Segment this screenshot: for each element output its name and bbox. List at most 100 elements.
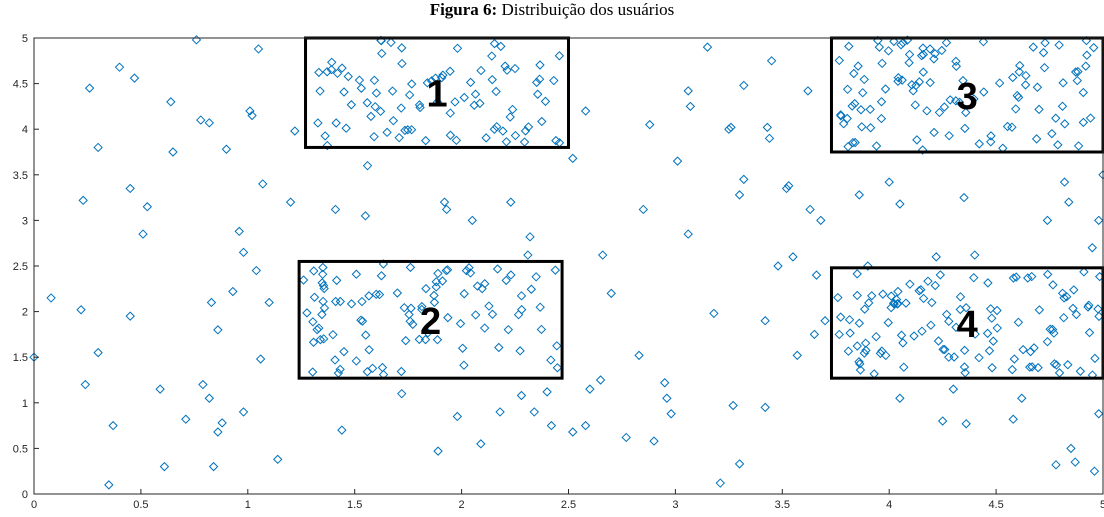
- data-point: [465, 268, 476, 278]
- data-point: [501, 275, 511, 286]
- data-point: [495, 407, 505, 417]
- data-point: [889, 36, 899, 47]
- data-point: [531, 272, 541, 282]
- data-point: [238, 407, 249, 417]
- figure-caption: Figura 6: Distribuição dos usuários: [0, 0, 1104, 20]
- data-point: [320, 131, 330, 141]
- data-point: [904, 58, 914, 68]
- data-point: [843, 141, 853, 152]
- data-point: [213, 427, 223, 437]
- x-axis: 0 0.5 1 1.5 2 2.5 3 3.5 4 4.5 5: [31, 489, 1104, 511]
- data-point: [1038, 47, 1049, 58]
- data-point: [843, 346, 854, 356]
- data-point: [715, 478, 726, 488]
- data-point: [987, 363, 997, 373]
- data-point: [766, 56, 777, 66]
- data-point: [1069, 285, 1079, 295]
- y-tick-label: 5: [22, 33, 28, 45]
- data-point: [492, 264, 503, 274]
- data-point: [762, 122, 773, 133]
- zone-rectangles: 1 2 3 4: [297, 36, 1104, 380]
- data-point: [1040, 38, 1050, 48]
- data-point: [346, 299, 357, 309]
- data-point: [480, 279, 490, 289]
- data-point: [404, 309, 414, 320]
- data-point: [472, 281, 483, 291]
- data-point: [516, 291, 527, 301]
- data-point: [464, 263, 474, 273]
- x-tick-label: 4.5: [988, 499, 1003, 511]
- data-point: [234, 226, 244, 237]
- y-tick-label: 3: [22, 215, 28, 227]
- data-point: [1054, 368, 1065, 378]
- data-point: [335, 364, 345, 375]
- data-point: [984, 346, 995, 356]
- data-point: [836, 111, 846, 121]
- data-point: [844, 314, 855, 325]
- data-point: [1002, 121, 1013, 132]
- data-point: [492, 121, 502, 132]
- data-point: [312, 324, 322, 335]
- data-point: [974, 139, 984, 149]
- data-point: [1011, 104, 1021, 114]
- data-point: [865, 123, 876, 133]
- data-point: [417, 301, 427, 312]
- data-point: [476, 439, 486, 449]
- data-point: [371, 289, 381, 300]
- data-point: [436, 73, 447, 83]
- data-point: [844, 41, 854, 52]
- data-point: [1070, 457, 1080, 467]
- data-point: [439, 197, 450, 207]
- data-point: [452, 43, 463, 54]
- data-point: [1084, 300, 1094, 310]
- data-point: [805, 204, 815, 215]
- data-point: [848, 137, 858, 148]
- data-point: [1054, 40, 1064, 50]
- x-tick-label: 0.5: [133, 499, 148, 511]
- data-point: [1073, 66, 1083, 77]
- data-point: [328, 329, 338, 340]
- data-point: [362, 98, 372, 108]
- data-point: [892, 299, 902, 309]
- data-point: [1094, 409, 1104, 419]
- data-point: [251, 265, 262, 276]
- data-point: [1060, 119, 1070, 129]
- data-point: [634, 350, 644, 361]
- data-point: [206, 297, 217, 308]
- data-point: [849, 98, 860, 109]
- data-point: [356, 315, 366, 325]
- data-point: [515, 346, 525, 356]
- data-point: [1075, 366, 1086, 376]
- data-point: [501, 137, 512, 147]
- data-point: [431, 282, 441, 292]
- data-point: [401, 335, 411, 346]
- data-point: [552, 341, 562, 351]
- data-point: [445, 108, 456, 118]
- data-point: [1014, 67, 1024, 77]
- data-point: [933, 336, 944, 346]
- x-tick-label: 3.5: [775, 499, 790, 511]
- data-point: [1007, 364, 1017, 375]
- data-point: [1059, 177, 1070, 187]
- data-point: [568, 427, 578, 437]
- data-point: [1017, 393, 1027, 403]
- data-point: [1072, 75, 1082, 86]
- data-point: [351, 269, 362, 279]
- data-point: [1032, 82, 1043, 92]
- data-point: [93, 142, 103, 153]
- data-point: [317, 269, 328, 280]
- data-point: [683, 86, 693, 96]
- data-point: [939, 344, 950, 355]
- data-point: [1059, 312, 1069, 323]
- data-point: [494, 342, 504, 353]
- data-point: [313, 118, 323, 128]
- data-point: [859, 74, 869, 85]
- data-point: [408, 319, 418, 330]
- data-point: [969, 94, 979, 104]
- data-point: [1070, 67, 1081, 77]
- data-point: [896, 40, 906, 50]
- data-point: [1082, 50, 1092, 60]
- data-point: [923, 276, 933, 286]
- data-point: [420, 135, 431, 146]
- data-point: [978, 36, 989, 47]
